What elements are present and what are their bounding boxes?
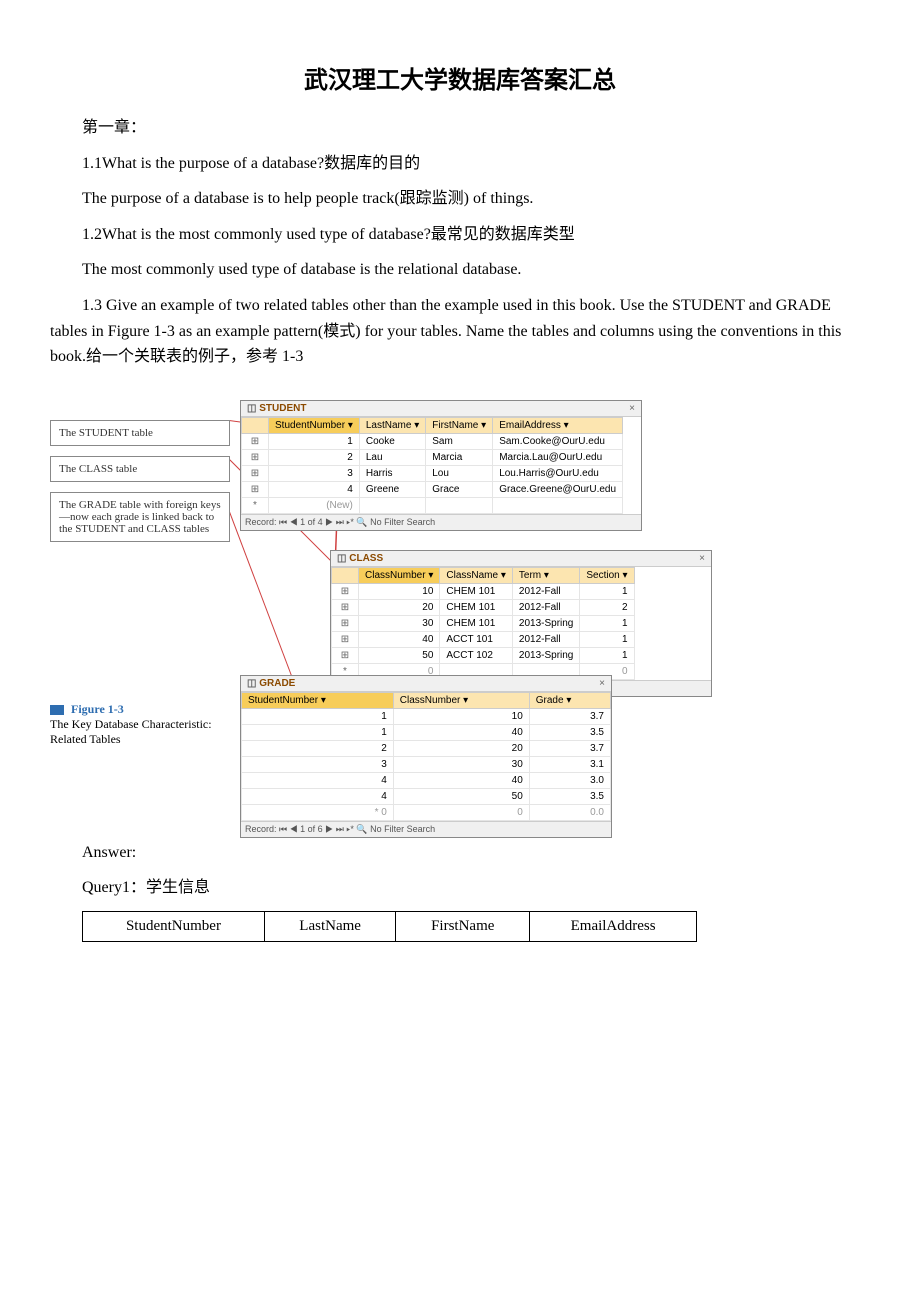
grade-table-title: GRADE (259, 678, 295, 689)
answer-col-last-name: LastName (264, 911, 395, 941)
new-row[interactable]: * 000.0 (242, 804, 611, 820)
table-row[interactable]: 2203.7 (242, 740, 611, 756)
answer-label: Answer: (50, 840, 870, 866)
col-class-name[interactable]: ClassName ▾ (440, 567, 513, 583)
record-nav[interactable]: Record: ⏮ ◀ 1 of 6 ▶ ⏭ ▸* 🔍 No Filter Se… (241, 821, 611, 837)
answer-1-2: The most commonly used type of database … (50, 257, 870, 283)
chapter-label: 第一章： (50, 115, 870, 141)
figure-icon (50, 705, 64, 715)
table-row[interactable]: 3303.1 (242, 756, 611, 772)
figure-number: Figure 1-3 (71, 702, 124, 716)
col-email[interactable]: EmailAddress ▾ (493, 417, 623, 433)
table-row[interactable]: 4403.0 (242, 772, 611, 788)
figure-1-3: The STUDENT table The CLASS table The GR… (50, 400, 870, 820)
label-grade-table: The GRADE table with foreign keys—now ea… (50, 492, 230, 542)
table-row[interactable]: ⊞30CHEM 1012013-Spring1 (332, 615, 635, 631)
table-row[interactable]: ⊞3HarrisLouLou.Harris@OurU.edu (242, 465, 623, 481)
col-first-name[interactable]: FirstName ▾ (426, 417, 493, 433)
col-section[interactable]: Section ▾ (580, 567, 634, 583)
close-icon[interactable]: × (699, 553, 705, 564)
new-row[interactable]: *(New) (242, 497, 623, 513)
answer-col-email: EmailAddress (530, 911, 697, 941)
page-title: 武汉理工大学数据库答案汇总 (50, 60, 870, 95)
label-class-table: The CLASS table (50, 456, 230, 482)
table-row[interactable]: ⊞40ACCT 1012012-Fall1 (332, 631, 635, 647)
question-1-2: 1.2What is the most commonly used type o… (50, 222, 870, 248)
class-data: ClassNumber ▾ ClassName ▾ Term ▾ Section… (331, 567, 635, 680)
student-table-title: STUDENT (259, 403, 306, 414)
col-term[interactable]: Term ▾ (512, 567, 579, 583)
close-icon[interactable]: × (629, 403, 635, 414)
grade-data: StudentNumber ▾ ClassNumber ▾ Grade ▾ 11… (241, 692, 611, 821)
table-row[interactable]: ⊞2LauMarciaMarcia.Lau@OurU.edu (242, 449, 623, 465)
class-table-title: CLASS (349, 553, 383, 564)
student-data: StudentNumber ▾ LastName ▾ FirstName ▾ E… (241, 417, 623, 514)
col-student-number-fk[interactable]: StudentNumber ▾ (242, 692, 394, 708)
table-row[interactable]: 4503.5 (242, 788, 611, 804)
table-row[interactable]: 1403.5 (242, 724, 611, 740)
col-class-number-fk[interactable]: ClassNumber ▾ (393, 692, 529, 708)
answer-table: StudentNumber LastName FirstName EmailAd… (82, 911, 697, 942)
query1-label: Query1：学生信息 (50, 875, 870, 901)
col-student-number[interactable]: StudentNumber ▾ (269, 417, 360, 433)
figure-caption-text: The Key Database Characteristic: Related… (50, 717, 212, 746)
answer-col-first-name: FirstName (396, 911, 530, 941)
col-class-number[interactable]: ClassNumber ▾ (359, 567, 440, 583)
record-nav[interactable]: Record: ⏮ ◀ 1 of 4 ▶ ⏭ ▸* 🔍 No Filter Se… (241, 514, 641, 530)
question-1-1: 1.1What is the purpose of a database?数据库… (50, 151, 870, 177)
table-row[interactable]: ⊞10CHEM 1012012-Fall1 (332, 583, 635, 599)
close-icon[interactable]: × (599, 678, 605, 689)
table-row[interactable]: ⊞4GreeneGraceGrace.Greene@OurU.edu (242, 481, 623, 497)
table-row[interactable]: ⊞50ACCT 1022013-Spring1 (332, 647, 635, 663)
answer-1-1: The purpose of a database is to help peo… (50, 186, 870, 212)
col-last-name[interactable]: LastName ▾ (359, 417, 425, 433)
col-grade[interactable]: Grade ▾ (529, 692, 610, 708)
label-student-table: The STUDENT table (50, 420, 230, 446)
answer-col-student-number: StudentNumber (83, 911, 265, 941)
student-table: ◫ STUDENT × StudentNumber ▾ LastName ▾ F… (240, 400, 642, 531)
figure-caption: Figure 1-3 The Key Database Characterist… (50, 702, 230, 747)
question-1-3: 1.3 Give an example of two related table… (50, 293, 870, 370)
table-row[interactable]: ⊞20CHEM 1012012-Fall2 (332, 599, 635, 615)
grade-table: ◫ GRADE × StudentNumber ▾ ClassNumber ▾ … (240, 675, 612, 838)
table-row[interactable]: ⊞1CookeSamSam.Cooke@OurU.edu (242, 433, 623, 449)
table-row[interactable]: 1103.7 (242, 708, 611, 724)
